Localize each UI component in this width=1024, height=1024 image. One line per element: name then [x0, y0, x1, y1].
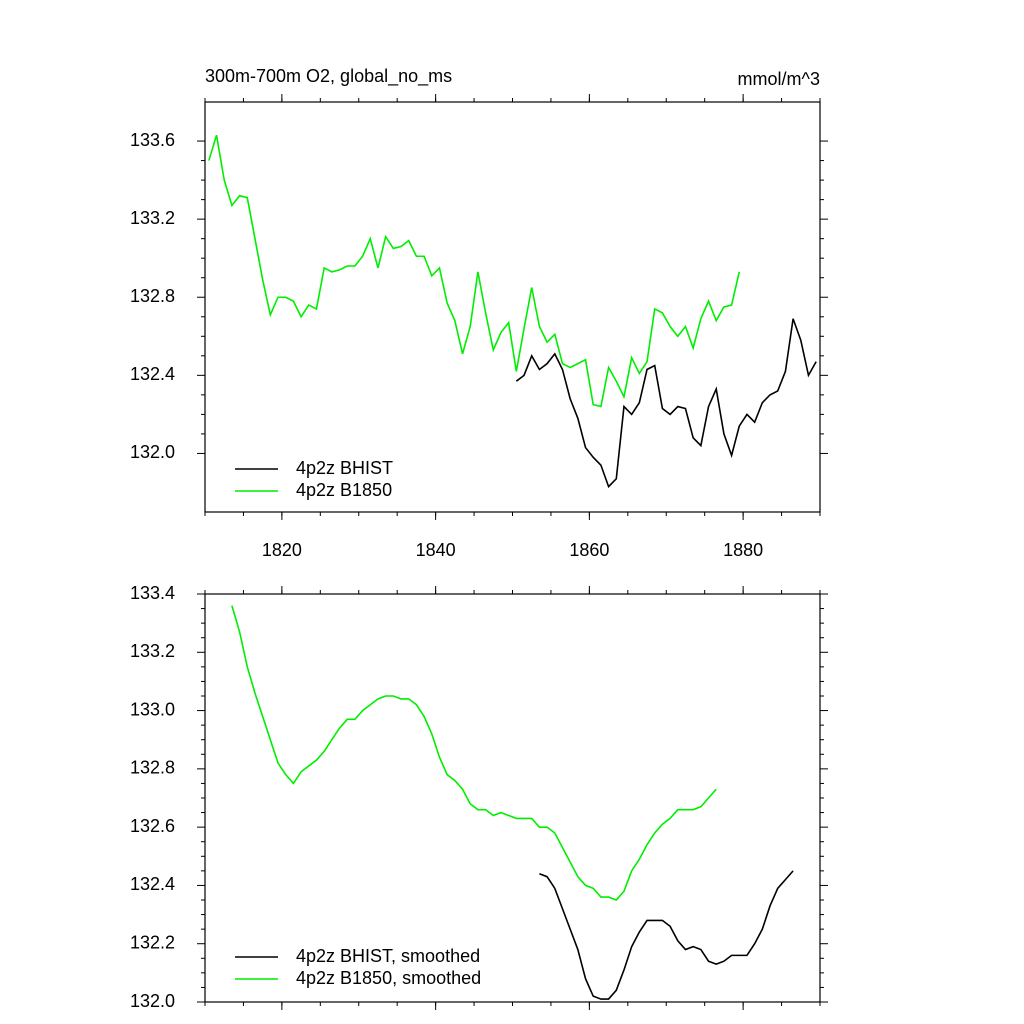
y-tick-label: 132.2 — [130, 932, 175, 952]
plot-frame — [204, 593, 821, 1003]
y-tick-label: 132.0 — [130, 442, 175, 462]
y-tick-label: 132.8 — [130, 286, 175, 306]
data-line — [208, 134, 741, 408]
plot-frame — [204, 101, 821, 513]
y-tick-label: 133.0 — [130, 699, 175, 719]
y-tick-label: 133.2 — [130, 641, 175, 661]
y-tick-label: 132.8 — [130, 758, 175, 778]
legend-label: 4p2z BHIST, smoothed — [296, 946, 480, 966]
x-tick-label: 1880 — [723, 540, 763, 560]
y-tick-label: 133.2 — [130, 208, 175, 228]
x-tick-label: 1840 — [416, 540, 456, 560]
legend-label: 4p2z B1850, smoothed — [296, 968, 481, 988]
x-tick-label: 1860 — [569, 540, 609, 560]
legend-label: 4p2z B1850 — [296, 480, 392, 500]
chart-title: 300m-700m O2, global_no_ms — [205, 66, 452, 87]
data-line — [231, 605, 717, 901]
y-tick-label: 133.4 — [130, 583, 175, 603]
y-tick-label: 132.4 — [130, 874, 175, 894]
units-label: mmol/m^3 — [738, 69, 820, 89]
x-tick-label: 1820 — [262, 540, 302, 560]
y-tick-label: 132.0 — [130, 991, 175, 1011]
y-tick-label: 132.4 — [130, 364, 175, 384]
legend-label: 4p2z BHIST — [296, 458, 393, 478]
y-tick-label: 133.6 — [130, 130, 175, 150]
data-line — [515, 318, 817, 489]
y-tick-label: 132.6 — [130, 816, 175, 836]
data-line — [539, 870, 794, 1000]
